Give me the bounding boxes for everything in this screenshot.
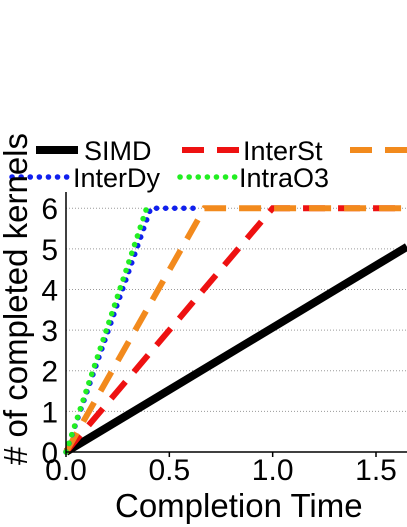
y-tick-label: 2 — [41, 356, 58, 389]
legend-label-interst: InterSt — [243, 136, 323, 166]
legend-label-interdy: InterDy — [73, 163, 161, 193]
series-line-interst — [63, 205, 407, 454]
x-tick-label: 1.5 — [355, 454, 397, 487]
x-tick-label: 0.0 — [45, 454, 87, 487]
y-tick-label: 6 — [41, 193, 58, 226]
series-lines — [63, 205, 407, 456]
x-tick-label: 1.0 — [252, 454, 294, 487]
gridlines — [66, 207, 407, 412]
y-tick-label: 1 — [41, 396, 58, 429]
y-axis-title: # of completed kernels — [0, 133, 34, 465]
series-line-unnamed-2 — [63, 205, 407, 454]
y-tick-label: 4 — [41, 274, 58, 307]
series-line-simd — [63, 243, 407, 456]
y-tick-label: 3 — [41, 315, 58, 348]
x-axis-title: Completion Time — [115, 487, 363, 524]
legend-label-intrao3: IntraO3 — [239, 163, 329, 193]
y-tick-labels: 0 1 2 3 4 5 6 — [41, 193, 58, 470]
axes — [65, 192, 407, 453]
legend: SIMD InterSt InterDy IntraO3 — [9, 136, 407, 193]
x-tick-labels: 0.0 0.5 1.0 1.5 — [45, 452, 397, 487]
x-tick-label: 0.5 — [148, 454, 190, 487]
y-tick-label: 0 — [41, 437, 58, 470]
legend-label-simd: SIMD — [84, 136, 152, 166]
y-tick-label: 5 — [41, 234, 58, 267]
series-line-interdy — [63, 205, 204, 455]
series-line-intrao3 — [63, 205, 150, 455]
